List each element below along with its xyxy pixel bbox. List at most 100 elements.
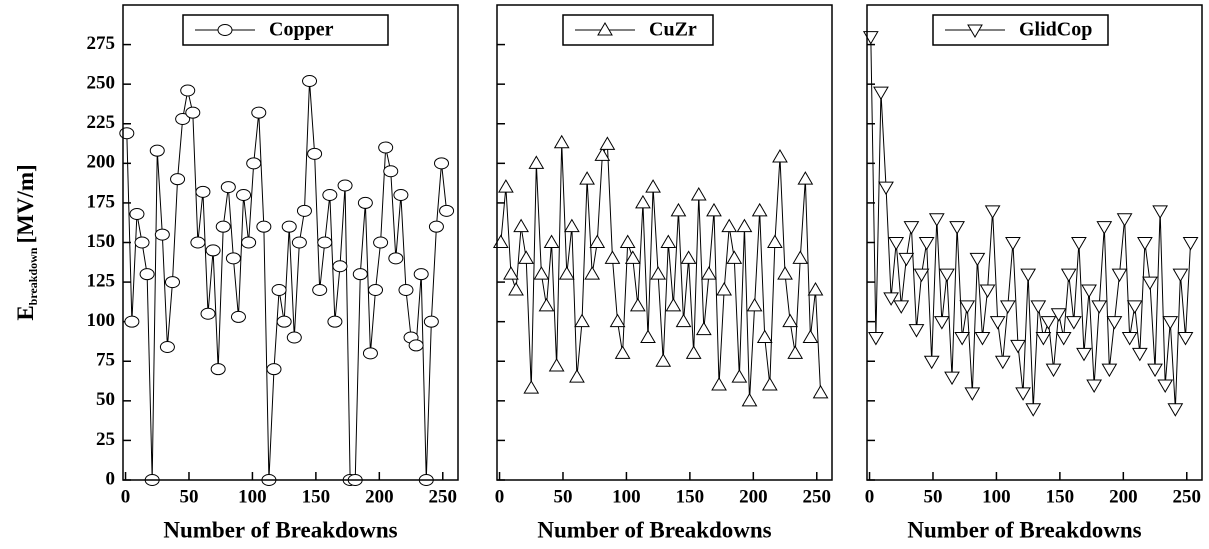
marker	[1020, 268, 1037, 283]
marker	[665, 297, 682, 312]
marker	[246, 157, 262, 170]
marker	[787, 345, 804, 359]
marker	[1167, 403, 1184, 417]
marker	[751, 202, 768, 217]
marker	[413, 268, 429, 281]
marker	[205, 244, 221, 257]
marker	[706, 202, 722, 217]
y-label-main: E	[13, 305, 38, 320]
marker	[291, 236, 307, 249]
marker	[1091, 300, 1108, 314]
x-axis-label: Number of Breakdowns	[537, 517, 771, 542]
marker	[362, 347, 378, 360]
marker	[604, 250, 621, 264]
x-tick-label: 200	[1109, 486, 1138, 507]
marker	[558, 266, 575, 280]
x-tick-label: 50	[553, 486, 572, 507]
marker	[1106, 316, 1123, 330]
marker	[398, 284, 414, 296]
marker	[210, 363, 226, 376]
plot-frame	[496, 4, 833, 481]
marker	[640, 329, 656, 343]
marker	[170, 173, 186, 186]
marker	[944, 371, 960, 386]
marker	[286, 331, 302, 344]
x-tick-label: 0	[495, 486, 505, 507]
marker	[241, 236, 257, 249]
marker	[675, 313, 692, 328]
marker	[609, 313, 626, 328]
marker	[868, 332, 884, 346]
marker	[164, 276, 180, 289]
marker	[563, 218, 580, 233]
marker	[1005, 237, 1021, 251]
legend-marker	[217, 24, 233, 36]
marker	[777, 266, 793, 280]
x-tick-label: 50	[923, 486, 942, 507]
marker	[548, 358, 565, 372]
marker	[119, 127, 135, 140]
x-tick-label: 150	[1046, 486, 1075, 507]
marker	[721, 218, 738, 233]
marker	[1050, 308, 1067, 322]
x-tick-label: 0	[865, 486, 875, 507]
x-tick-label: 250	[1173, 486, 1202, 507]
marker	[614, 345, 631, 359]
marker	[317, 236, 333, 249]
marker	[756, 329, 773, 343]
x-tick-label: 250	[803, 486, 832, 507]
marker	[1096, 221, 1113, 235]
marker	[680, 250, 697, 264]
x-tick-label: 200	[739, 486, 768, 507]
marker	[584, 266, 601, 280]
marker	[185, 106, 201, 119]
y-tick-label: 25	[96, 429, 115, 450]
marker	[373, 236, 389, 249]
marker	[579, 171, 595, 185]
marker	[949, 221, 965, 235]
marker	[225, 252, 241, 265]
marker	[129, 208, 145, 220]
marker	[302, 75, 318, 87]
x-axis-label: Number of Breakdowns	[907, 517, 1141, 542]
marker	[569, 369, 585, 383]
marker	[134, 236, 150, 249]
marker	[498, 179, 514, 193]
marker	[434, 157, 450, 170]
marker	[220, 181, 236, 194]
marker	[154, 228, 170, 241]
marker	[767, 234, 783, 248]
marker	[873, 86, 889, 101]
marker	[1015, 387, 1031, 401]
y-tick-label: 75	[96, 350, 115, 371]
marker	[1030, 300, 1047, 314]
marker	[736, 218, 753, 233]
marker	[878, 181, 894, 196]
y-tick-label: 0	[106, 468, 116, 489]
marker	[1035, 332, 1052, 346]
marker	[543, 234, 560, 248]
marker	[711, 377, 727, 391]
marker	[149, 144, 165, 157]
y-axis-label: Ebreakdown [MV/m]	[13, 164, 39, 320]
marker	[928, 213, 945, 227]
marker	[1055, 332, 1072, 346]
marker	[741, 392, 758, 407]
y-tick-label: 200	[87, 152, 116, 173]
marker	[1010, 339, 1026, 354]
legend-label: Copper	[269, 19, 334, 41]
y-label-unit: [MV/m]	[13, 164, 38, 243]
marker	[266, 363, 282, 376]
marker	[378, 141, 394, 154]
marker	[1071, 237, 1087, 251]
marker	[200, 307, 216, 320]
marker	[731, 369, 748, 383]
marker	[1121, 332, 1138, 346]
marker	[538, 297, 555, 312]
x-tick-label: 100	[982, 486, 1011, 507]
marker	[332, 260, 348, 273]
y-tick-label: 150	[87, 231, 116, 252]
y-tick-label: 50	[96, 389, 115, 410]
marker	[994, 355, 1011, 370]
